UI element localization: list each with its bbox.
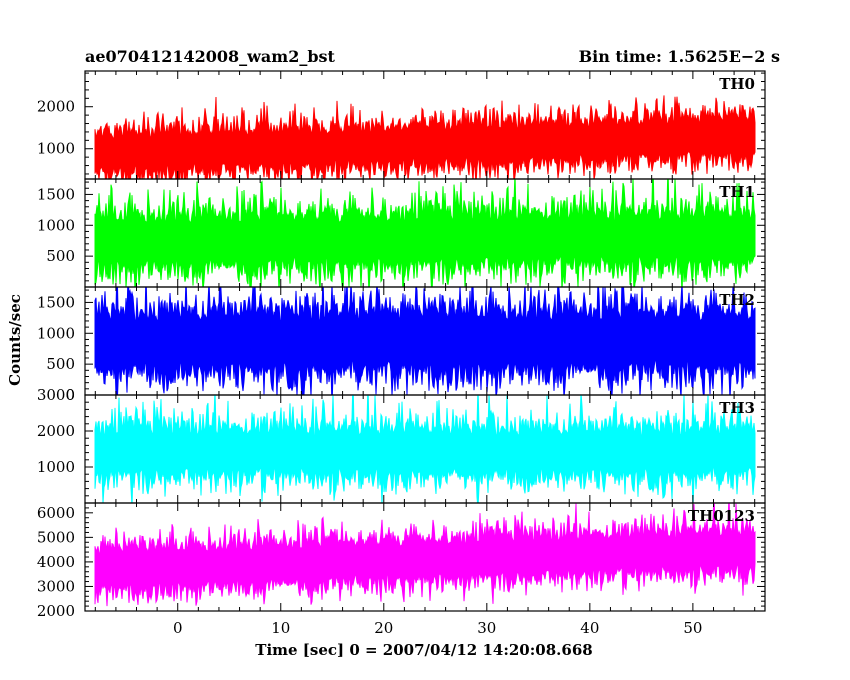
x-tick-label: 10	[271, 619, 290, 637]
y-tick-label: 1000	[37, 458, 75, 476]
y-tick-label: 2000	[37, 422, 75, 440]
x-tick-label: 0	[173, 619, 183, 637]
x-tick-label: 50	[683, 619, 702, 637]
series-th0123-curve	[94, 503, 756, 607]
panel-label-th0: TH0	[719, 75, 755, 93]
panel-label-th0123: TH0123	[688, 507, 755, 525]
y-tick-label: 3000	[37, 386, 75, 404]
y-tick-label: 4000	[37, 553, 75, 571]
x-axis-title: Time [sec] 0 = 2007/04/12 14:20:08.668	[255, 641, 592, 659]
panels-group: 1000 2000 TH0 500 1000 1500 TH1 0 500 1000 1500 TH2…	[37, 70, 766, 620]
series-th2-curve	[94, 287, 756, 395]
y-tick-label: 6000	[37, 504, 75, 522]
y-tick-label: 0	[65, 386, 75, 404]
y-tick-label: 500	[46, 355, 75, 373]
x-axis: 0 10 20 30 40 50	[173, 619, 702, 637]
panel-label-th1: TH1	[719, 183, 755, 201]
panel-label-th2: TH2	[719, 291, 755, 309]
panel-th3: 1000 2000 3000 TH3	[37, 386, 766, 504]
panel-th0: 1000 2000 TH0	[37, 70, 766, 180]
x-tick-label: 20	[374, 619, 393, 637]
panel-label-th3: TH3	[719, 399, 755, 417]
x-tick-label: 30	[477, 619, 496, 637]
series-th3-curve	[94, 395, 756, 503]
y-tick-label: 1000	[37, 324, 75, 342]
y-tick-label: 5000	[37, 528, 75, 546]
y-axis-title: Counts/sec	[6, 294, 24, 386]
y-tick-label: 2000	[37, 98, 75, 116]
panel-th0123: 2000 3000 4000 5000 6000 TH0123	[37, 502, 766, 620]
series-th0-curve	[94, 95, 756, 179]
y-tick-label: 1000	[37, 140, 75, 158]
x-tick-label: 40	[580, 619, 599, 637]
y-tick-label: 2000	[37, 602, 75, 620]
chart-title: ae070412142008_wam2_bst	[85, 47, 336, 66]
y-tick-label: 1500	[37, 293, 75, 311]
y-tick-label: 1000	[37, 216, 75, 234]
panel-th2: 0 500 1000 1500 TH2	[37, 286, 766, 404]
y-tick-label: 500	[46, 247, 75, 265]
bin-time-label: Bin time: 1.5625E−2 s	[579, 47, 780, 66]
series-th1-curve	[94, 179, 756, 287]
panel-th1: 500 1000 1500 TH1	[37, 178, 766, 288]
y-tick-label: 1500	[37, 185, 75, 203]
y-tick-label: 3000	[37, 577, 75, 595]
